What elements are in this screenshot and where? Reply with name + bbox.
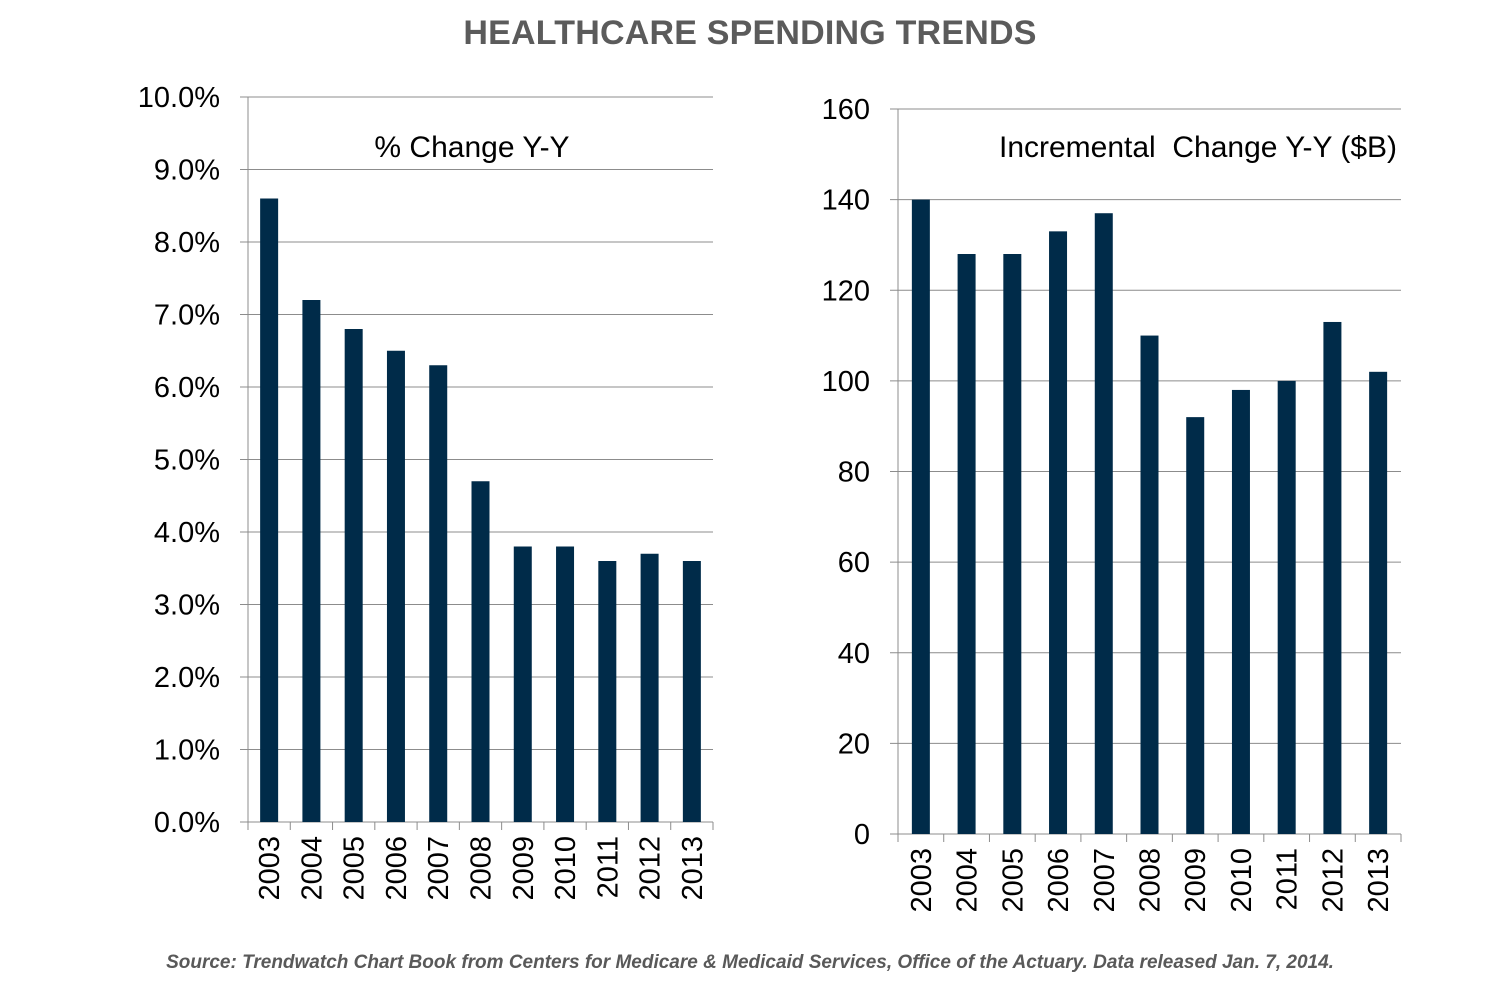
y-tick-label: 3.0% [154, 590, 220, 622]
y-tick-label: 140 [822, 185, 870, 217]
x-tick-label: 2013 [1363, 848, 1395, 913]
y-tick-label: 80 [838, 457, 870, 489]
x-tick-label: 2009 [508, 836, 540, 901]
y-tick-label: 7.0% [154, 300, 220, 332]
x-tick-label: 2006 [381, 836, 413, 901]
y-tick-label: 1.0% [154, 735, 220, 767]
x-tick-label: 2006 [1043, 848, 1075, 913]
x-tick-label: 2005 [997, 848, 1029, 913]
bar-2008 [1140, 335, 1159, 834]
x-tick-label: 2007 [423, 836, 455, 901]
source-note: Source: Trendwatch Chart Book from Cente… [166, 952, 1334, 973]
pct-change-chart: 0.0% 1.0% 2.0% 3.0% 4.0% 5.0% 6.0% 7.0% 8.0% 9.0%… [138, 82, 714, 901]
bar-2003 [911, 199, 930, 834]
x-tick-label: 2009 [1180, 848, 1212, 913]
y-tick-label: 9.0% [154, 155, 220, 187]
bar-2006 [386, 350, 405, 822]
x-tick-label: 2012 [1317, 848, 1349, 913]
bar-2011 [598, 561, 617, 822]
y-tick-label: 40 [838, 638, 870, 670]
x-tick-label: 2011 [1272, 848, 1304, 910]
bar-2006 [1049, 231, 1068, 834]
bar-2013 [1369, 371, 1388, 834]
chart-title: Incremental Change Y-Y ($B) [999, 131, 1397, 164]
x-tick-label: 2008 [1135, 848, 1167, 913]
x-tick-label: 2003 [254, 836, 286, 901]
x-tick-label: 2010 [550, 836, 582, 901]
bar-2007 [1094, 213, 1113, 834]
y-tick-label: 120 [822, 275, 870, 307]
bar-2012 [1323, 321, 1342, 834]
y-tick-label: 4.0% [154, 517, 220, 549]
x-tick-label: 2011 [592, 836, 624, 898]
bar-2004 [957, 254, 976, 834]
y-tick-label: 2.0% [154, 662, 220, 694]
bar-2010 [556, 546, 575, 822]
bar-2004 [302, 300, 321, 822]
y-tick-label: 10.0% [138, 82, 220, 114]
x-tick-label: 2008 [466, 836, 498, 901]
y-tick-label: 0 [854, 819, 870, 851]
bar-2012 [640, 553, 659, 822]
y-tick-label: 20 [838, 728, 870, 760]
page-title: HEALTHCARE SPENDING TRENDS [463, 14, 1037, 52]
bar-2013 [682, 561, 701, 822]
y-tick-label: 100 [822, 366, 870, 398]
x-tick-label: 2003 [906, 848, 938, 913]
bar-2009 [1186, 417, 1205, 834]
bar-2005 [344, 329, 363, 822]
x-tick-label: 2007 [1089, 848, 1121, 913]
y-tick-label: 0.0% [154, 807, 220, 839]
y-tick-label: 60 [838, 547, 870, 579]
y-tick-label: 6.0% [154, 372, 220, 404]
chart-title: % Change Y-Y [374, 131, 569, 164]
y-tick-label: 160 [822, 94, 870, 126]
x-tick-label: 2013 [677, 836, 709, 901]
x-tick-label: 2004 [296, 836, 328, 901]
incremental-change-chart: 0 20 40 60 80 100 120 140 160 2003 2004 2005 2006 200… [822, 94, 1402, 913]
bar-2008 [471, 481, 490, 822]
y-tick-label: 5.0% [154, 445, 220, 477]
x-tick-label: 2004 [952, 848, 984, 913]
bar-2010 [1231, 389, 1250, 834]
x-tick-label: 2005 [339, 836, 371, 901]
x-tick-label: 2012 [635, 836, 667, 901]
bar-2003 [260, 198, 279, 822]
bar-2005 [1003, 254, 1022, 834]
x-tick-label: 2010 [1226, 848, 1258, 913]
bar-2007 [429, 365, 448, 822]
y-tick-label: 8.0% [154, 227, 220, 259]
bar-2009 [513, 546, 532, 822]
bar-2011 [1277, 380, 1296, 834]
